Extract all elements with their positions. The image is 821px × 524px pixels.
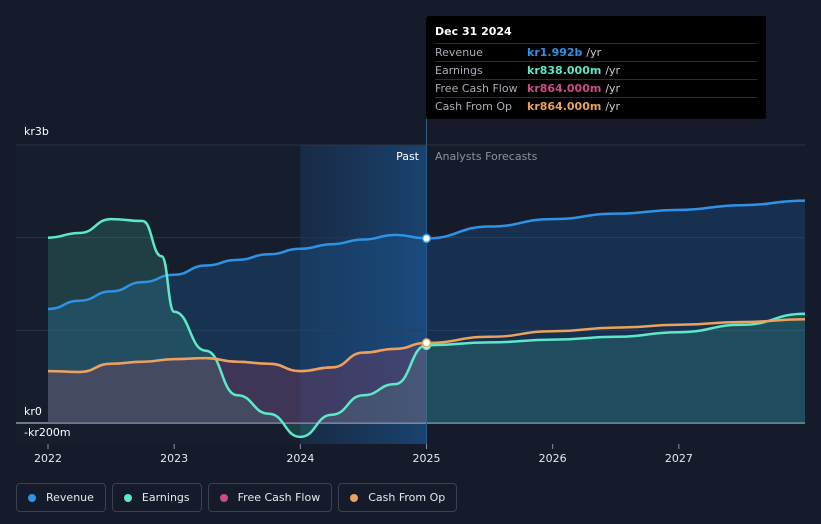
legend-dot-icon bbox=[350, 493, 359, 502]
marker-cash-from-op bbox=[421, 338, 432, 348]
x-tick-label: 2027 bbox=[665, 452, 693, 465]
x-tick-label: 2026 bbox=[539, 452, 567, 465]
tooltip-unit: /yr bbox=[605, 100, 621, 113]
tooltip: Dec 31 2024 Revenue kr1.992b /yr Earning… bbox=[426, 16, 766, 119]
tooltip-value: kr864.000m bbox=[527, 82, 602, 95]
legend-item-earnings[interactable]: Earnings bbox=[111, 483, 202, 512]
y-label-bottom: -kr200m bbox=[24, 426, 71, 439]
area-earnings bbox=[48, 219, 805, 437]
legend-dot-icon bbox=[219, 493, 228, 502]
y-label-top: kr3b bbox=[24, 125, 49, 138]
tooltip-value: kr1.992b bbox=[527, 46, 583, 59]
line-revenue bbox=[47, 199, 806, 311]
tooltip-label: Free Cash Flow bbox=[435, 82, 518, 95]
legend: Revenue Earnings Free Cash Flow Cash Fro… bbox=[16, 483, 458, 512]
legend-label: Cash From Op bbox=[368, 491, 446, 504]
legend-label: Earnings bbox=[141, 491, 190, 504]
x-axis-ticks: 2022 2023 2024 2025 2026 2027 bbox=[34, 444, 693, 465]
tooltip-value: kr864.000m bbox=[527, 100, 602, 113]
x-tick-label: 2023 bbox=[160, 452, 188, 465]
tooltip-unit: /yr bbox=[586, 46, 602, 59]
tooltip-row-cash-from-op: Cash From Op kr864.000m /yr bbox=[435, 97, 757, 115]
area-revenue bbox=[48, 200, 805, 423]
tooltip-row-revenue: Revenue kr1.992b /yr bbox=[435, 43, 757, 61]
x-tick-label: 2024 bbox=[286, 452, 314, 465]
past-label: Past bbox=[396, 150, 420, 163]
chart-background bbox=[16, 145, 427, 444]
legend-dot-icon bbox=[123, 493, 132, 502]
y-label-zero: kr0 bbox=[24, 405, 42, 418]
tooltip-label: Revenue bbox=[435, 46, 483, 59]
marker-revenue bbox=[421, 233, 432, 244]
tooltip-value: kr838.000m bbox=[527, 64, 602, 77]
legend-item-revenue[interactable]: Revenue bbox=[16, 483, 106, 512]
legend-label: Free Cash Flow bbox=[237, 491, 321, 504]
forecast-label: Analysts Forecasts bbox=[435, 150, 538, 163]
x-tick-label: 2022 bbox=[34, 452, 62, 465]
line-cash-from-op bbox=[47, 317, 806, 374]
tooltip-unit: /yr bbox=[605, 82, 621, 95]
tooltip-row-free-cash-flow: Free Cash Flow kr864.000m /yr bbox=[435, 79, 757, 97]
chart-lines bbox=[47, 199, 806, 439]
tooltip-date: Dec 31 2024 bbox=[435, 25, 512, 38]
chart-markers bbox=[421, 233, 432, 351]
tooltip-row-earnings: Earnings kr838.000m /yr bbox=[435, 61, 757, 79]
x-tick-label: 2025 bbox=[413, 452, 441, 465]
line-earnings bbox=[47, 217, 806, 439]
tooltip-unit: /yr bbox=[605, 64, 621, 77]
tooltip-label: Earnings bbox=[435, 64, 483, 77]
legend-item-cash-from-op[interactable]: Cash From Op bbox=[338, 483, 458, 512]
legend-label: Revenue bbox=[46, 491, 94, 504]
tooltip-label: Cash From Op bbox=[435, 100, 513, 113]
legend-dot-icon bbox=[28, 493, 36, 502]
legend-item-free-cash-flow[interactable]: Free Cash Flow bbox=[207, 483, 333, 512]
